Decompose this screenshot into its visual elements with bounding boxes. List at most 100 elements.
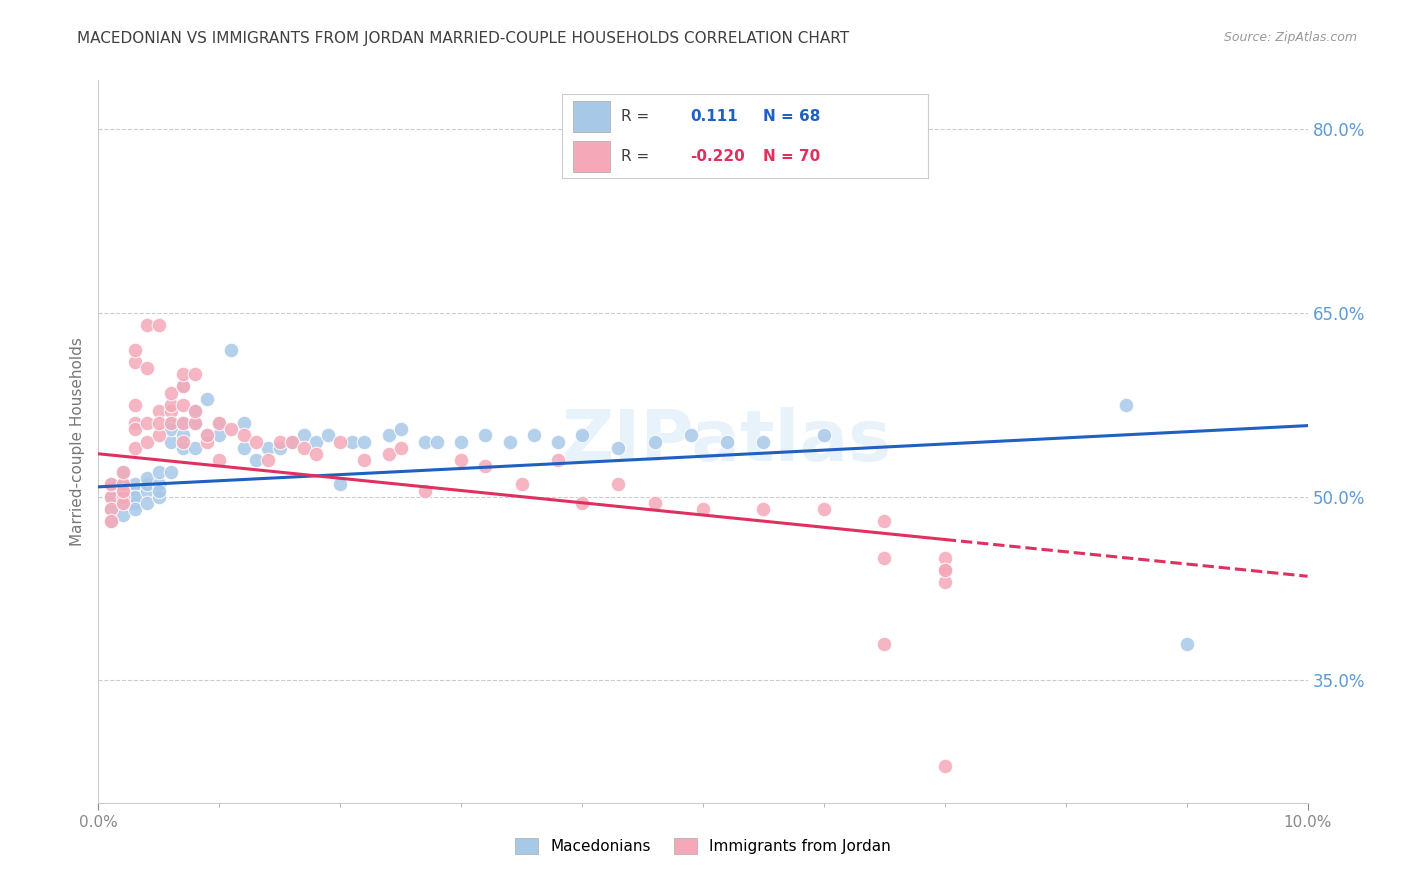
Point: [148, 404, 170, 418]
Point: [135, 471, 157, 485]
Point: [172, 428, 194, 442]
Point: [160, 416, 183, 430]
Point: [607, 441, 630, 455]
Y-axis label: Married-couple Households: Married-couple Households: [69, 337, 84, 546]
Point: [208, 416, 231, 430]
Text: MACEDONIAN VS IMMIGRANTS FROM JORDAN MARRIED-COUPLE HOUSEHOLDS CORRELATION CHART: MACEDONIAN VS IMMIGRANTS FROM JORDAN MAR…: [77, 31, 849, 46]
Point: [111, 496, 134, 510]
Point: [160, 398, 183, 412]
Point: [813, 502, 835, 516]
Point: [148, 318, 170, 333]
Point: [547, 453, 569, 467]
Point: [934, 550, 956, 565]
Point: [281, 434, 304, 449]
Point: [934, 563, 956, 577]
Point: [135, 434, 157, 449]
Point: [135, 483, 157, 498]
Point: [377, 447, 399, 461]
Point: [389, 422, 412, 436]
Point: [873, 637, 896, 651]
Point: [124, 502, 146, 516]
Text: R =: R =: [621, 109, 650, 124]
Point: [111, 483, 134, 498]
Point: [184, 416, 207, 430]
Point: [184, 416, 207, 430]
Point: [232, 416, 254, 430]
Point: [111, 490, 134, 504]
Point: [752, 502, 775, 516]
Point: [172, 416, 194, 430]
Point: [523, 428, 546, 442]
Point: [813, 428, 835, 442]
Point: [135, 318, 157, 333]
Point: [934, 563, 956, 577]
Point: [124, 441, 146, 455]
Point: [256, 441, 278, 455]
Point: [100, 514, 122, 528]
Point: [426, 434, 449, 449]
Point: [111, 496, 134, 510]
Point: [100, 490, 122, 504]
Point: [135, 477, 157, 491]
Point: [195, 428, 218, 442]
Text: N = 70: N = 70: [763, 149, 821, 164]
Point: [474, 458, 496, 473]
Point: [934, 575, 956, 590]
Point: [353, 453, 375, 467]
Point: [148, 416, 170, 430]
Point: [221, 343, 243, 357]
Point: [195, 392, 218, 406]
Point: [160, 404, 183, 418]
Point: [195, 434, 218, 449]
Point: [316, 428, 339, 442]
Point: [450, 434, 472, 449]
Point: [1175, 637, 1198, 651]
Point: [135, 496, 157, 510]
Point: [934, 759, 956, 773]
Point: [100, 514, 122, 528]
Point: [245, 434, 267, 449]
Point: [184, 404, 207, 418]
Point: [644, 496, 666, 510]
Point: [111, 465, 134, 479]
Point: [124, 483, 146, 498]
Point: [232, 428, 254, 442]
Point: [873, 514, 896, 528]
Point: [389, 441, 412, 455]
Point: [124, 496, 146, 510]
Point: [292, 441, 315, 455]
Bar: [574, 141, 610, 171]
Point: [305, 434, 328, 449]
Point: [329, 477, 352, 491]
Point: [172, 434, 194, 449]
Point: [160, 465, 183, 479]
Point: [450, 453, 472, 467]
Point: [160, 416, 183, 430]
Point: [208, 428, 231, 442]
Point: [184, 367, 207, 381]
Point: [148, 490, 170, 504]
Point: [160, 434, 183, 449]
Point: [111, 477, 134, 491]
Point: [160, 385, 183, 400]
Point: [172, 416, 194, 430]
Point: [342, 434, 364, 449]
Point: [413, 434, 436, 449]
Point: [256, 453, 278, 467]
Point: [873, 550, 896, 565]
Point: [208, 453, 231, 467]
Point: [474, 428, 496, 442]
Point: [413, 483, 436, 498]
Point: [269, 441, 291, 455]
Bar: [574, 102, 610, 132]
Point: [644, 434, 666, 449]
Point: [679, 428, 702, 442]
Point: [281, 434, 304, 449]
Point: [498, 434, 520, 449]
Point: [221, 422, 243, 436]
Point: [195, 428, 218, 442]
Point: [692, 502, 714, 516]
Point: [111, 465, 134, 479]
Point: [607, 477, 630, 491]
Point: [716, 434, 738, 449]
